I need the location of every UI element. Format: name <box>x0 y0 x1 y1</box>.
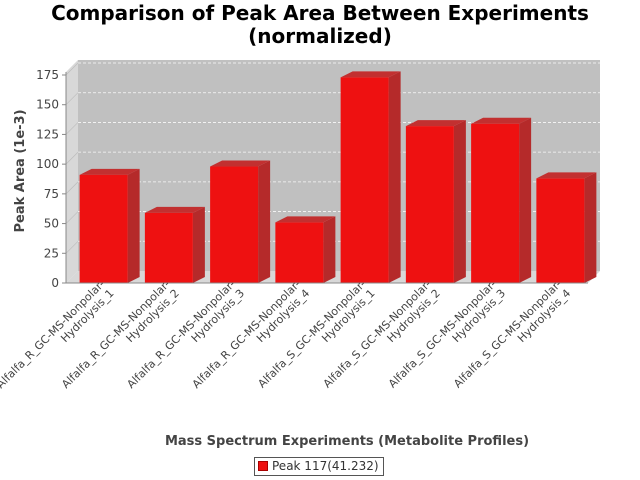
y-tick-label: 150 <box>36 98 59 112</box>
bar <box>79 168 140 283</box>
legend: Peak 117(41.232) <box>254 457 384 476</box>
y-tick-label: 50 <box>44 217 59 231</box>
bar <box>405 120 466 283</box>
gridline-connector <box>65 62 79 76</box>
bar-front <box>340 77 389 284</box>
bar-front <box>144 212 193 283</box>
bar <box>210 160 271 283</box>
bar <box>144 206 205 283</box>
chart-title: Comparison of Peak Area Between Experime… <box>0 2 640 48</box>
gridline-connector <box>65 122 79 135</box>
gridline-connector <box>65 151 79 165</box>
x-tick-label: Alfalfa_R_GC-MS-Nonpolar-Hydrolysis_2 <box>59 278 182 391</box>
x-tick-labels: Alfalfa_R_GC-MS-Nonpolar-Hydrolysis_1Alf… <box>0 278 573 391</box>
bar-front <box>210 166 259 283</box>
bar-top <box>79 168 140 175</box>
bar <box>275 216 336 283</box>
bar-side <box>388 71 401 284</box>
bar-side <box>453 120 466 283</box>
x-tick-label-line: Alfalfa_R_GC-MS-Nonpolar- <box>0 278 107 391</box>
legend-label: Peak 117(41.232) <box>272 459 379 473</box>
bar-side <box>323 216 336 283</box>
x-tick-label: Alfalfa_S_GC-MS-Nonpolar-Hydrolysis_3 <box>386 278 508 391</box>
bar-top <box>275 216 336 223</box>
y-tick-label: 25 <box>44 246 59 260</box>
x-tick-label: Alfalfa_R_GC-MS-Nonpolar-Hydrolysis_3 <box>124 278 247 391</box>
bar-front <box>79 174 128 283</box>
bar-side <box>584 172 597 283</box>
gridline-connector <box>65 181 79 195</box>
y-ticks: 0 25 50 75 100 125 150 175 <box>36 68 66 290</box>
bar-side <box>192 206 205 283</box>
bar-side <box>519 117 532 283</box>
legend-swatch <box>258 461 268 471</box>
bar-top <box>210 160 271 167</box>
y-tick-label: 75 <box>44 187 59 201</box>
bar-top <box>536 172 597 179</box>
bar-top <box>340 71 401 78</box>
bar-front <box>536 178 585 283</box>
axes <box>65 72 588 284</box>
bar-top <box>405 120 466 127</box>
x-axis-title: Mass Spectrum Experiments (Metabolite Pr… <box>165 434 529 449</box>
bar-front <box>405 126 454 283</box>
chart-title-line-2: (normalized) <box>248 24 392 48</box>
bar-side <box>127 168 140 283</box>
bar-front <box>471 123 520 283</box>
bars <box>79 71 597 284</box>
bar <box>340 71 401 284</box>
x-tick-label: Alfalfa_R_GC-MS-Nonpolar-Hydrolysis_4 <box>190 278 313 391</box>
bar-top <box>471 117 532 124</box>
gridline-connector <box>65 241 79 254</box>
x-tick-label: Alfalfa_S_GC-MS-Nonpolar-Hydrolysis_2 <box>321 278 443 391</box>
x-tick-label: Alfalfa_S_GC-MS-Nonpolar-Hydrolysis_4 <box>451 278 573 391</box>
gridline-connector <box>65 92 79 105</box>
bar <box>536 172 597 283</box>
bar-front <box>275 222 324 283</box>
chart-title-line-1: Comparison of Peak Area Between Experime… <box>51 1 589 25</box>
y-axis-title: Peak Area (1e-3) <box>13 109 28 232</box>
plot-left-wall <box>66 60 78 283</box>
y-tick-label: 175 <box>36 68 59 82</box>
gridline-connector <box>65 211 79 224</box>
bar-side <box>258 160 271 283</box>
bar <box>471 117 532 283</box>
bar-top <box>144 206 205 213</box>
x-tick-label: Alfalfa_S_GC-MS-Nonpolar-Hydrolysis_1 <box>255 278 377 391</box>
y-tick-label: 125 <box>36 127 59 141</box>
y-tick-label: 0 <box>51 276 59 290</box>
y-tick-label: 100 <box>36 157 59 171</box>
